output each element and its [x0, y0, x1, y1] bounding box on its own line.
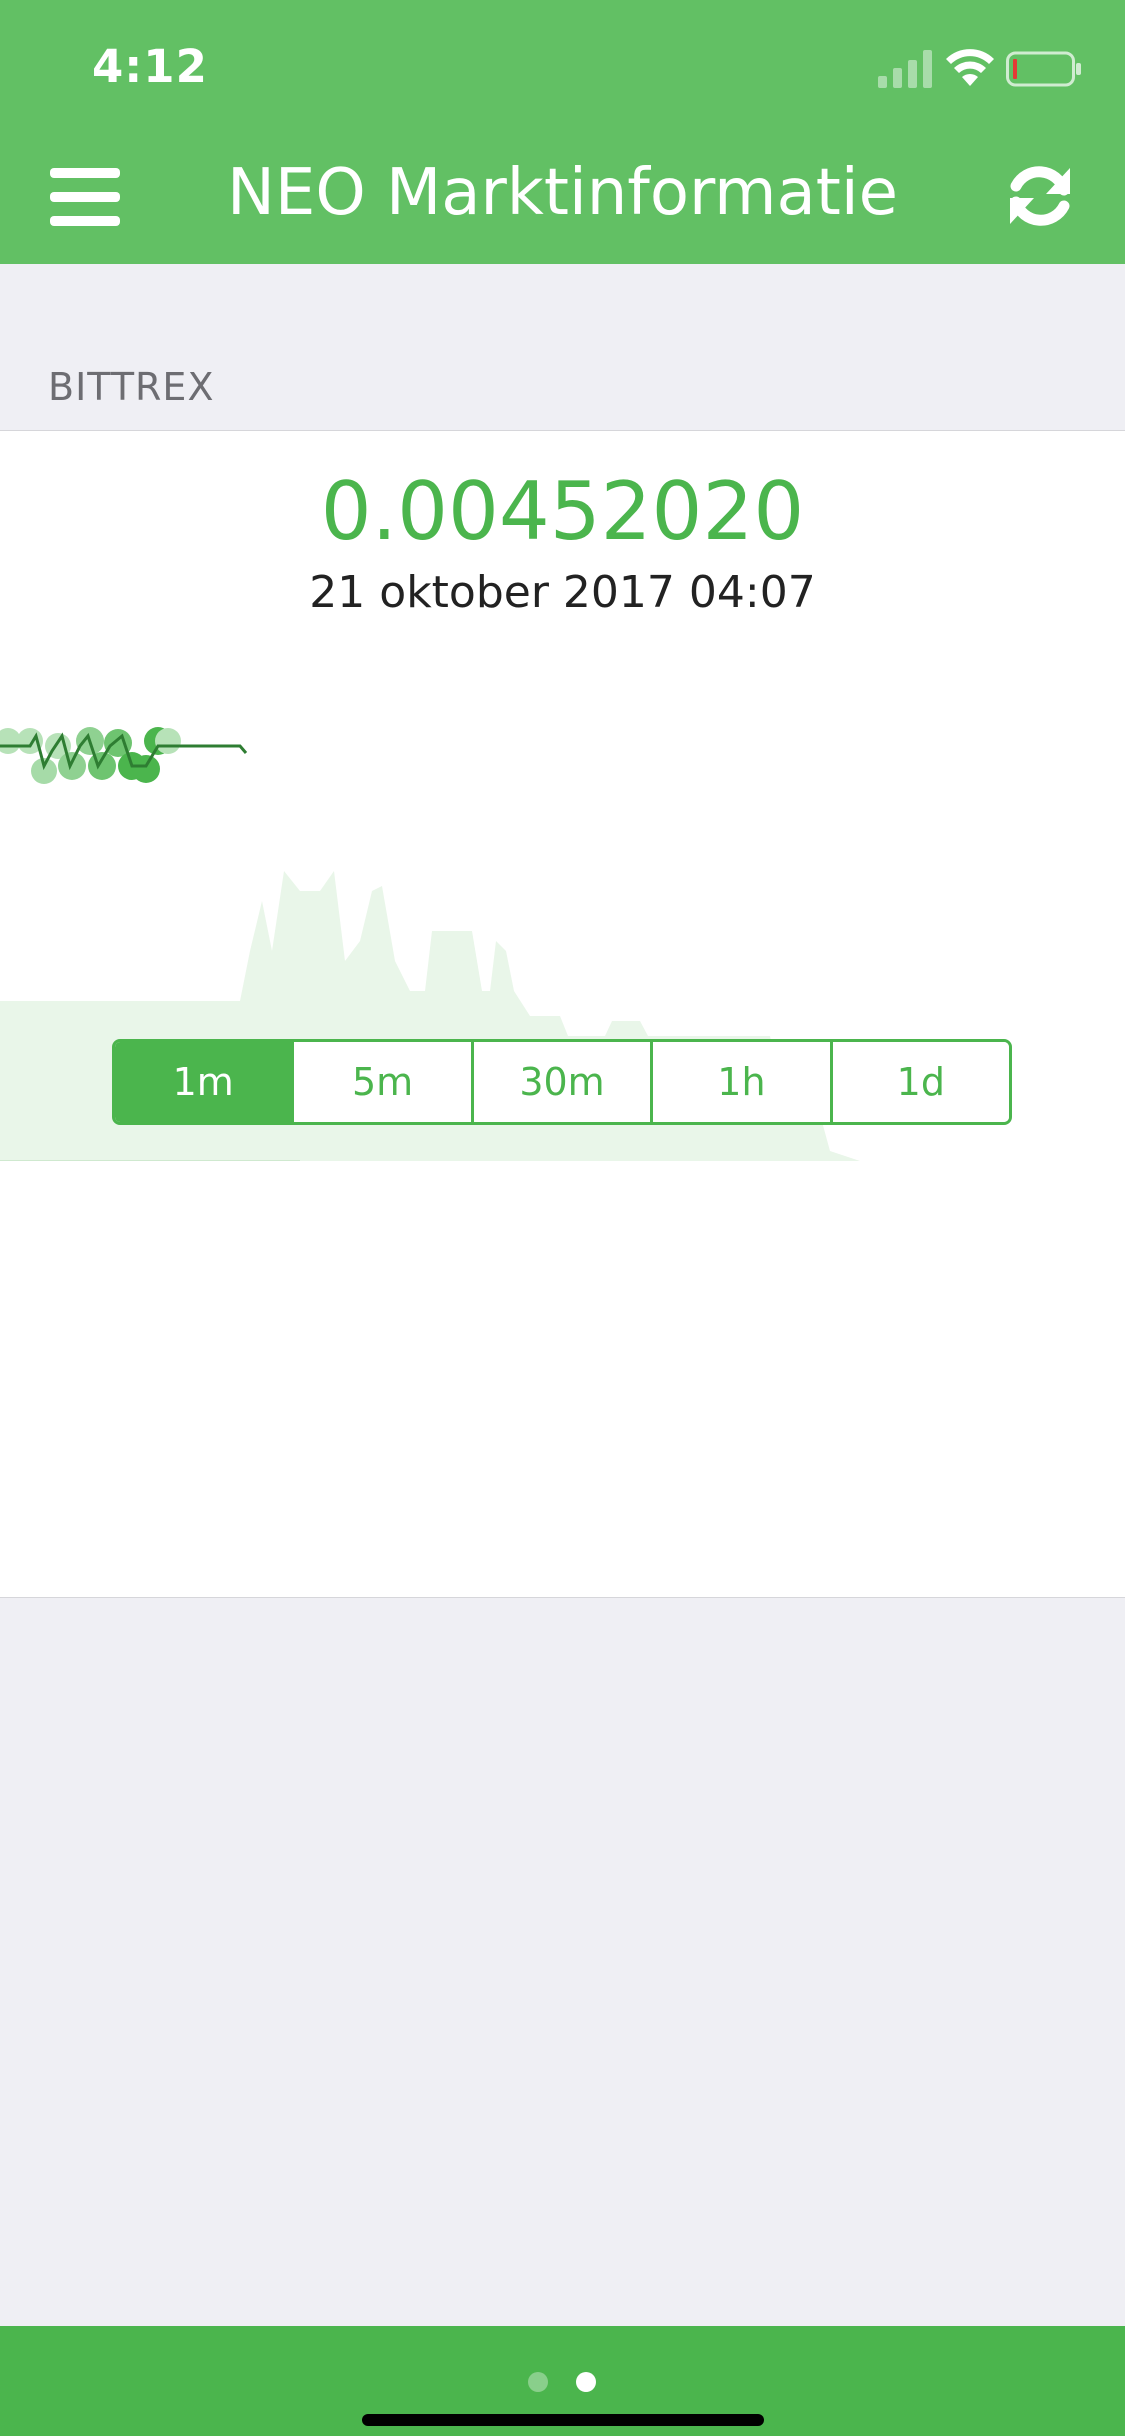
interval-option-1d[interactable]: 1d	[829, 1042, 1009, 1122]
wifi-icon	[946, 49, 994, 86]
current-price: 0.00452020	[320, 465, 805, 558]
bottom-bar	[0, 2326, 1125, 2436]
page-dot-1[interactable]	[528, 2372, 548, 2392]
navigation-bar: NEO Marktinformatie	[0, 132, 1125, 264]
hamburger-menu-icon	[50, 168, 120, 226]
battery-icon	[1006, 51, 1081, 87]
home-indicator[interactable]	[362, 2414, 764, 2426]
chart-highlight-points	[0, 727, 181, 784]
interval-option-5m[interactable]: 5m	[291, 1042, 471, 1122]
interval-selector: 1m 5m 30m 1h 1d	[112, 1039, 1012, 1125]
price-timestamp: 21 oktober 2017 04:07	[309, 567, 816, 618]
interval-option-30m[interactable]: 30m	[470, 1042, 651, 1122]
market-card: 0.00452020 21 oktober 2017 04:07 1m 5m 3…	[0, 430, 1125, 1598]
page-dot-2[interactable]	[576, 2372, 596, 2392]
signal-icon	[878, 50, 932, 88]
interval-option-1h[interactable]: 1h	[650, 1042, 830, 1122]
page-title: NEO Marktinformatie	[227, 156, 898, 230]
refresh-icon[interactable]	[1004, 160, 1076, 232]
chart-highlight-line	[0, 732, 248, 771]
interval-option-1m[interactable]: 1m	[115, 1042, 292, 1122]
menu-button[interactable]	[50, 168, 120, 232]
page-indicator[interactable]	[528, 2372, 598, 2392]
status-bar: 4:12	[0, 0, 1125, 132]
status-time: 4:12	[92, 40, 208, 93]
exchange-section-header: BITTREX	[48, 365, 215, 409]
